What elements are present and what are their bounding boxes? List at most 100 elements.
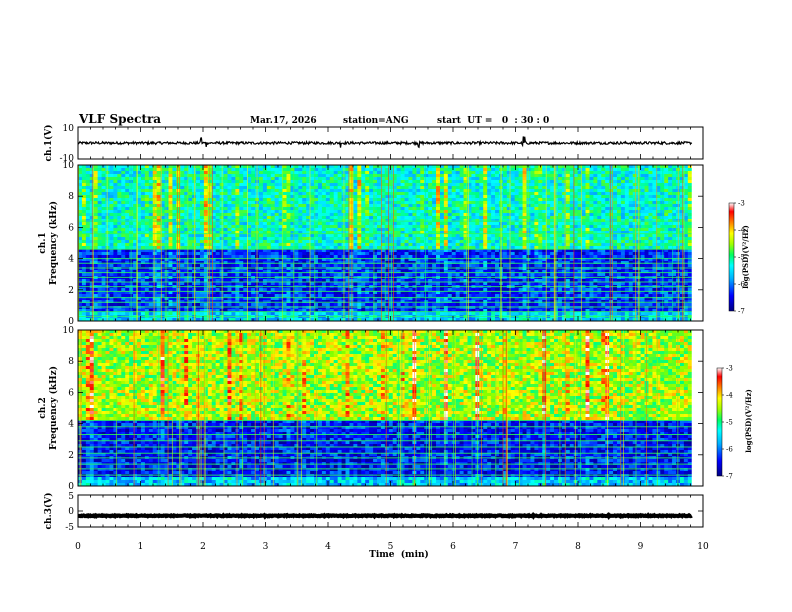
spectrogram-cell xyxy=(133,195,138,199)
spectrogram-cell xyxy=(239,180,244,184)
spectrogram-cell xyxy=(97,189,102,193)
spectrogram-cell xyxy=(227,267,232,271)
spectrogram-cell xyxy=(113,174,118,178)
spectrogram-cell xyxy=(85,312,91,316)
spectrogram-cell xyxy=(176,225,181,229)
spectrogram-cell xyxy=(298,246,303,250)
spectrogram-cell xyxy=(148,225,154,229)
spectrogram-cell xyxy=(337,303,342,307)
spectrogram-cell xyxy=(333,201,339,205)
spectrogram-cell xyxy=(176,207,181,211)
spectrogram-cell xyxy=(152,180,158,184)
spectrogram-cell xyxy=(125,165,130,169)
spectrogram-cell xyxy=(274,192,280,196)
spectrogram-cell xyxy=(298,309,303,313)
spectrogram-cell xyxy=(168,216,173,220)
spectrogram-cell xyxy=(113,297,118,301)
spectrogram-cell xyxy=(400,243,405,247)
spectrogram-cell xyxy=(353,174,358,178)
spectrogram-cell xyxy=(377,192,382,196)
spectrogram-cell xyxy=(286,177,291,181)
spectrogram-cell xyxy=(203,186,209,190)
spectrogram-cell xyxy=(184,303,189,307)
spectrogram-cell xyxy=(373,318,378,322)
spectrogram-cell xyxy=(172,237,177,241)
spectrogram-cell xyxy=(290,303,295,307)
spectrogram-cell xyxy=(310,168,315,172)
spectrogram-cell xyxy=(443,234,449,238)
spectrogram-cell xyxy=(274,303,280,307)
spectrogram-cell xyxy=(298,297,303,301)
spectrogram-cell xyxy=(282,204,287,208)
spectrogram-cell xyxy=(235,186,240,190)
spectrogram-cell xyxy=(310,210,315,214)
spectrogram-cell xyxy=(227,237,232,241)
spectrogram-cell xyxy=(231,207,236,211)
spectrogram-cell xyxy=(404,180,409,184)
spectrogram-cell xyxy=(164,270,169,274)
spectrogram-cell xyxy=(121,210,126,214)
spectrogram-cell xyxy=(137,291,142,295)
spectrogram-cell xyxy=(211,204,217,208)
spectrogram-cell xyxy=(133,183,138,187)
spectrogram-cell xyxy=(373,309,378,313)
spectrogram-cell xyxy=(361,186,366,190)
spectrogram-cell xyxy=(373,168,378,172)
spectrogram-cell xyxy=(282,207,287,211)
spectrogram-cell xyxy=(101,165,106,169)
spectrogram-cell xyxy=(251,192,256,196)
spectrogram-cell xyxy=(93,225,99,229)
spectrogram-cell xyxy=(369,318,374,322)
spectrogram-cell xyxy=(314,216,319,220)
spectrogram-cell xyxy=(408,192,413,196)
spectrogram-cell xyxy=(388,267,394,271)
spectrogram-cell xyxy=(251,270,256,274)
spectrogram-cell xyxy=(396,288,402,292)
spectrogram-cell xyxy=(258,174,264,178)
spectrogram-cell xyxy=(329,168,335,172)
spectrogram-cell xyxy=(329,228,335,232)
spectrogram-cell xyxy=(282,258,287,262)
spectrogram-cell xyxy=(109,198,114,202)
spectrogram-cell xyxy=(282,273,287,277)
spectrogram-cell xyxy=(235,300,240,304)
spectrogram-cell xyxy=(180,264,185,268)
spectrogram-cell xyxy=(247,246,252,250)
spectrogram-cell xyxy=(101,264,106,268)
spectrogram-cell xyxy=(298,201,303,205)
spectrogram-cell xyxy=(144,252,150,256)
spectrogram-cell xyxy=(85,261,91,265)
spectrogram-cell xyxy=(184,258,189,262)
spectrogram-cell xyxy=(105,303,110,307)
spectrogram-cell xyxy=(243,303,248,307)
spectrogram-cell xyxy=(298,279,303,283)
spectrogram-cell xyxy=(251,213,256,217)
spectrogram-cell xyxy=(270,222,276,226)
spectrogram-cell xyxy=(97,255,102,259)
spectrogram-cell xyxy=(97,279,102,283)
spectrogram-cell xyxy=(357,267,362,271)
spectrogram-cell xyxy=(373,300,378,304)
spectrogram-cell xyxy=(109,252,114,256)
spectrogram-cell xyxy=(239,192,244,196)
spectrogram-cell xyxy=(180,273,185,277)
spectrogram-cell xyxy=(156,201,162,205)
spectrogram-cell xyxy=(109,201,114,205)
spectrogram-cell xyxy=(369,186,374,190)
spectrogram-cell xyxy=(223,243,228,247)
spectrogram-cell xyxy=(302,270,307,274)
spectrogram-cell xyxy=(290,279,295,283)
spectrogram-cell xyxy=(164,297,169,301)
spectrogram-cell xyxy=(152,207,158,211)
spectrogram-cell xyxy=(333,228,339,232)
spectrogram-cell xyxy=(176,288,181,292)
spectrogram-cell xyxy=(278,234,283,238)
spectrogram-cell xyxy=(262,168,268,172)
spectrogram-cell xyxy=(223,288,228,292)
spectrogram-cell xyxy=(314,288,319,292)
spectrogram-cell xyxy=(211,222,217,226)
spectrogram-cell xyxy=(199,195,205,199)
spectrogram-cell xyxy=(408,312,413,316)
spectrogram-cell xyxy=(384,168,390,172)
spectrogram-cell xyxy=(196,312,201,316)
